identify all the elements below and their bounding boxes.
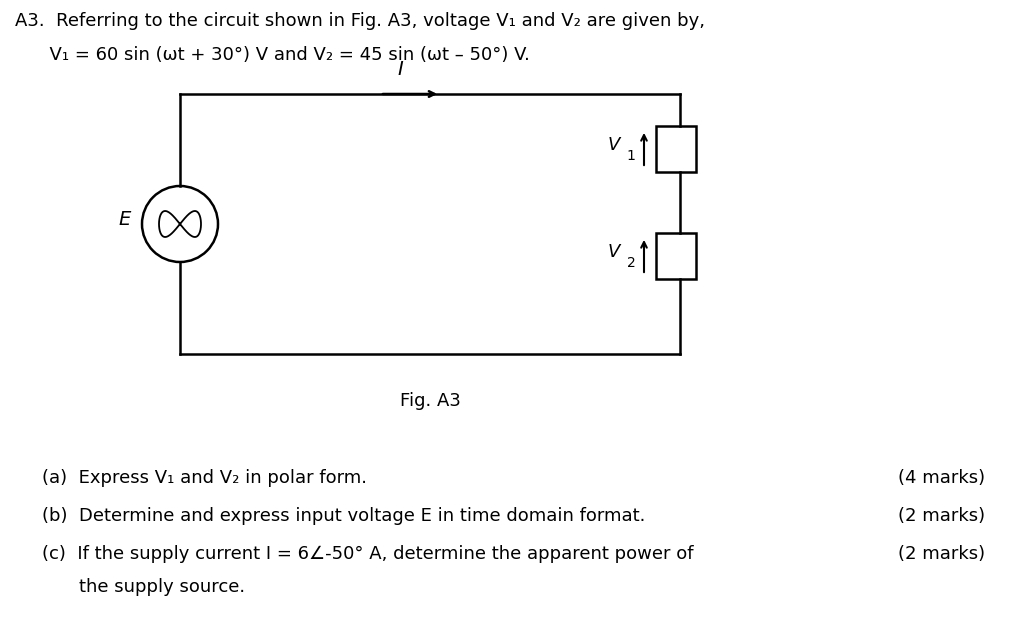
Text: A3.  Referring to the circuit shown in Fig. A3, voltage V₁ and V₂ are given by,: A3. Referring to the circuit shown in Fi… [15,12,705,30]
Bar [656,233,696,279]
Text: (a)  Express V₁ and V₂ in polar form.: (a) Express V₁ and V₂ in polar form. [42,469,367,487]
Text: (2 marks): (2 marks) [898,507,985,525]
Text: 1: 1 [627,149,636,163]
Text: (c)  If the supply current I = 6∠-50° A, determine the apparent power of: (c) If the supply current I = 6∠-50° A, … [42,545,693,563]
Text: the supply source.: the supply source. [79,578,245,596]
Text: (2 marks): (2 marks) [898,545,985,563]
Text: (b)  Determine and express input voltage E in time domain format.: (b) Determine and express input voltage … [42,507,645,525]
Bar [656,126,696,172]
Text: I: I [397,60,402,79]
Text: V₁ = 60 sin (ωt + 30°) V and V₂ = 45 sin (ωt – 50°) V.: V₁ = 60 sin (ωt + 30°) V and V₂ = 45 sin… [15,46,529,64]
Text: Fig. A3: Fig. A3 [399,392,461,410]
Text: V: V [608,243,621,261]
Text: V: V [608,136,621,154]
Text: (4 marks): (4 marks) [898,469,985,487]
Text: 2: 2 [627,256,635,270]
Text: E: E [119,209,131,228]
